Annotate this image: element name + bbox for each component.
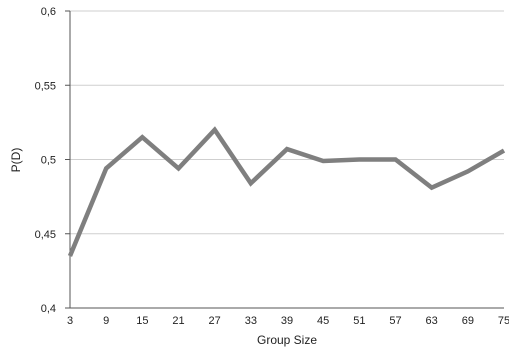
x-tick-label: 3: [67, 315, 73, 327]
grid-lines: [70, 10, 504, 235]
y-tick-label: 0,55: [35, 80, 56, 92]
axes: [65, 10, 504, 309]
x-tick-label: 45: [317, 315, 329, 327]
x-tick-label: 57: [389, 315, 401, 327]
y-tick-labels: 0,4 0,45 0,5 0,55 0,6: [35, 6, 56, 315]
x-tick-label: 51: [353, 315, 365, 327]
data-series: [67, 126, 506, 257]
series-line: [67, 126, 506, 257]
x-tick-label: 63: [426, 315, 438, 327]
y-tick-label: 0,45: [35, 229, 56, 241]
y-axis-label: P(D): [9, 148, 23, 173]
x-tick-label: 75: [498, 315, 509, 327]
y-tick-label: 0,4: [41, 303, 56, 315]
y-tick-label: 0,6: [41, 6, 56, 18]
x-tick-label: 15: [136, 315, 148, 327]
x-axis-label: Group Size: [257, 333, 317, 347]
x-tick-label: 27: [209, 315, 221, 327]
y-tick-label: 0,5: [41, 155, 56, 167]
x-tick-label: 39: [281, 315, 293, 327]
x-tick-labels: 3 9 15 21 27 33 39 45 51 57 63 69 75: [67, 315, 509, 327]
x-tick-label: 21: [172, 315, 184, 327]
x-tick-label: 69: [462, 315, 474, 327]
x-tick-label: 9: [103, 315, 109, 327]
x-tick-label: 33: [245, 315, 257, 327]
